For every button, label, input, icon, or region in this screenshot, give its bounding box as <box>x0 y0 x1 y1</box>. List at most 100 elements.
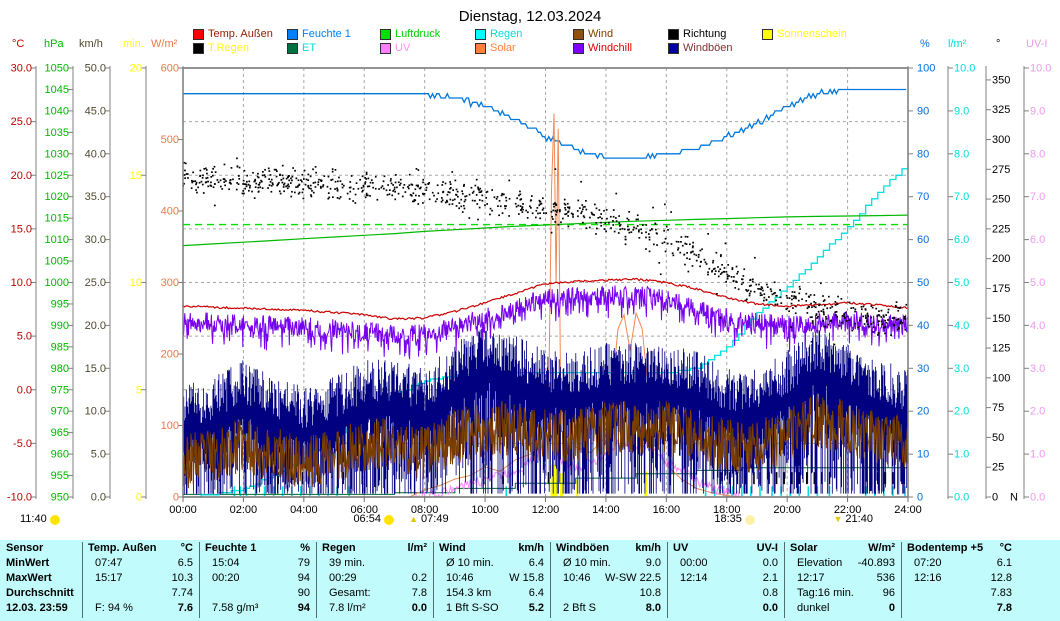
weather-chart: 30.025.020.015.010.05.00.0-5.0-10.010501… <box>7 63 1052 517</box>
svg-text:1010: 1010 <box>45 234 69 246</box>
table-cell-value: W 15.8 <box>509 572 544 584</box>
svg-text:0: 0 <box>173 492 179 504</box>
legend-color-swatch <box>287 42 298 54</box>
svg-text:980: 980 <box>51 363 69 375</box>
moonset-marker-time: 21:40 <box>845 513 873 525</box>
svg-text:22:00: 22:00 <box>834 504 862 516</box>
svg-text:5.0: 5.0 <box>17 331 32 343</box>
svg-text:1030: 1030 <box>45 148 69 160</box>
svg-text:5.0: 5.0 <box>1030 277 1045 289</box>
legend-item-regen: Regen <box>475 28 522 40</box>
table-separator <box>667 542 668 618</box>
svg-text:25.0: 25.0 <box>11 116 32 128</box>
series-luftdruck <box>183 214 908 247</box>
svg-text:325: 325 <box>992 104 1010 116</box>
table-col-unit: % <box>300 542 310 554</box>
svg-text:15.0: 15.0 <box>11 223 32 235</box>
table-cell-label: Tag:16 min. <box>797 587 854 599</box>
moonset-arrow-icon: ▼ <box>833 514 843 524</box>
table-cell-label: 10:46 <box>563 572 591 584</box>
table-col-unit: W/m² <box>868 542 895 554</box>
svg-text:40.0: 40.0 <box>85 148 106 160</box>
svg-text:7.0: 7.0 <box>954 191 969 203</box>
svg-text:02:00: 02:00 <box>230 504 258 516</box>
svg-text:1040: 1040 <box>45 105 69 117</box>
legend-item-et: ET <box>287 42 316 54</box>
svg-text:995: 995 <box>51 298 69 310</box>
table-cell-value: 7.8 <box>996 602 1012 614</box>
svg-text:90: 90 <box>917 105 929 117</box>
svg-text:8.0: 8.0 <box>954 148 969 160</box>
svg-text:15.0: 15.0 <box>85 363 106 375</box>
svg-text:300: 300 <box>161 277 179 289</box>
series-feuchte <box>183 88 907 160</box>
svg-text:500: 500 <box>161 134 179 146</box>
axis-header-sun: min. <box>123 38 144 50</box>
table-col-name: UV <box>673 542 689 554</box>
svg-text:100: 100 <box>992 372 1010 384</box>
svg-text:125: 125 <box>992 343 1010 355</box>
svg-text:25: 25 <box>992 462 1004 474</box>
series-temp <box>183 277 908 321</box>
table-col-unit: l/m² <box>407 542 427 554</box>
axis-header-deg: ° <box>996 38 1001 50</box>
table-separator <box>316 542 317 618</box>
table-cell-label: 07:47 <box>95 557 123 569</box>
svg-text:30.0: 30.0 <box>85 234 106 246</box>
svg-text:50: 50 <box>917 277 929 289</box>
svg-text:14:00: 14:00 <box>592 504 620 516</box>
svg-text:00:00: 00:00 <box>169 504 197 516</box>
table-cell-label: 00:00 <box>680 557 708 569</box>
table-cell-value: 0.0 <box>411 602 427 614</box>
svg-text:1.0: 1.0 <box>954 449 969 461</box>
svg-text:0.0: 0.0 <box>954 492 969 504</box>
legend-label: Wind <box>588 28 614 40</box>
legend-item-richtung: Richtung <box>668 28 726 40</box>
svg-text:60: 60 <box>917 234 929 246</box>
svg-text:5: 5 <box>136 384 142 396</box>
svg-text:4.0: 4.0 <box>1030 320 1045 332</box>
table-col-name: Temp. Außen <box>88 542 157 554</box>
svg-text:0: 0 <box>992 492 998 504</box>
table-cell-label: 00:29 <box>329 572 357 584</box>
moonset-marker: ▼ 21:40 <box>834 513 873 526</box>
svg-text:10: 10 <box>917 449 929 461</box>
legend-item-temp-au-en: Temp. Außen <box>193 28 273 40</box>
table-cell-value: 79 <box>297 557 310 569</box>
svg-text:955: 955 <box>51 470 69 482</box>
table-cell-value: 6.5 <box>177 557 193 569</box>
table-col-name: Bodentemp +5 <box>907 542 984 554</box>
svg-text:6.0: 6.0 <box>1030 234 1045 246</box>
svg-text:18:00: 18:00 <box>713 504 741 516</box>
svg-text:10:00: 10:00 <box>471 504 499 516</box>
table-cell-value: 2.1 <box>762 572 778 584</box>
svg-text:960: 960 <box>51 449 69 461</box>
legend-label: Temp. Außen <box>208 28 273 40</box>
table-cell-label: 15:17 <box>95 572 123 584</box>
legend-item-feuchte-1: Feuchte 1 <box>287 28 351 40</box>
table-row-header: 12.03. 23:59 <box>6 602 68 614</box>
table-cell-label: 12:14 <box>680 572 708 584</box>
table-cell-value: 90 <box>297 587 310 599</box>
svg-text:6.0: 6.0 <box>954 234 969 246</box>
axes-layer: 30.025.020.015.010.05.00.0-5.0-10.010501… <box>7 63 1052 517</box>
table-cell-label: 07:20 <box>914 557 942 569</box>
legend-color-swatch <box>762 28 773 40</box>
table-cell-value: 5.2 <box>528 602 544 614</box>
table-col-unit: °C <box>999 542 1012 554</box>
table-separator <box>901 542 902 618</box>
sunrise-marker: 06:54 <box>353 513 394 526</box>
svg-text:24:00: 24:00 <box>894 504 922 516</box>
table-separator <box>199 542 200 618</box>
svg-text:1020: 1020 <box>45 191 69 203</box>
legend-item-solar: Solar <box>475 42 516 54</box>
svg-text:1050: 1050 <box>45 63 69 75</box>
table-cell-label: dunkel <box>797 602 830 614</box>
table-cell-value: 0.2 <box>411 572 427 584</box>
table-cell-label: 10:46 <box>446 572 474 584</box>
day-length-marker: 11:40 <box>20 513 60 526</box>
svg-text:10: 10 <box>130 277 142 289</box>
legend-color-swatch <box>573 28 584 40</box>
table-cell-label: 154.3 km <box>446 587 492 599</box>
